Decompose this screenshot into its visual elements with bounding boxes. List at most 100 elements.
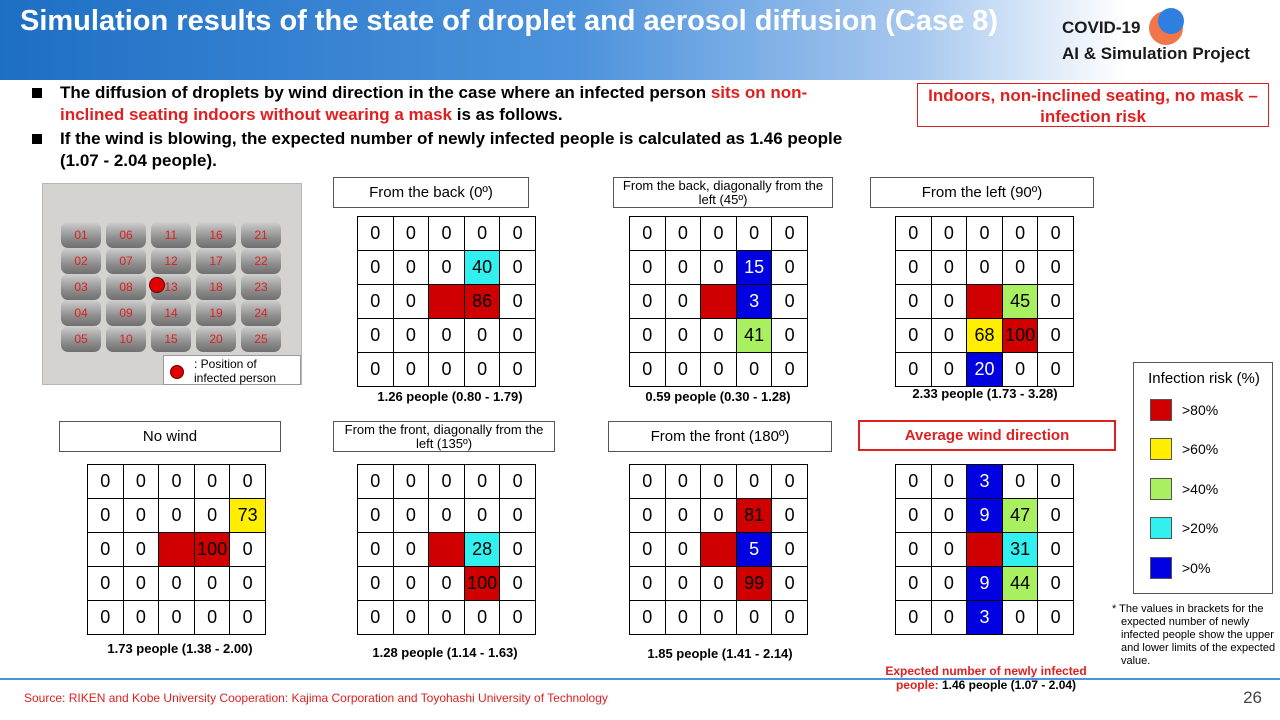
grid-cell: 0 <box>931 353 968 387</box>
grid-cell: 0 <box>1002 251 1039 285</box>
panel-caption-front: 1.85 people (1.41 - 2.14) <box>647 646 793 661</box>
grid-cell: 0 <box>429 499 465 533</box>
seat-icon: 06 <box>106 222 146 248</box>
grid-cell: 0 <box>1038 217 1074 251</box>
grid-cell: 0 <box>123 499 160 533</box>
grid-cell: 0 <box>772 567 808 601</box>
seat-number: 25 <box>254 332 268 346</box>
grid-cell: 0 <box>772 251 808 285</box>
infection-risk-legend: Infection risk (%) >80% >60% >40% >20% >0% <box>1133 362 1273 594</box>
grid-cell: 0 <box>464 353 501 387</box>
bullet-list: The diffusion of droplets by wind direct… <box>30 82 870 174</box>
seat-icon: 25 <box>241 326 281 352</box>
seat-icon: 18 <box>196 274 236 300</box>
grid-cell: 0 <box>194 465 231 499</box>
page-number: 26 <box>1243 688 1262 707</box>
grid-cell: 0 <box>665 567 702 601</box>
grid-cell: 0 <box>1038 285 1074 319</box>
grid-cell: 0 <box>896 499 932 533</box>
grid-cell: 0 <box>630 465 666 499</box>
legend-swatch <box>1150 438 1172 460</box>
legend-swatch <box>1150 557 1172 579</box>
grid-cell: 0 <box>1038 601 1074 635</box>
panel-caption-back: 1.26 people (0.80 - 1.79) <box>377 389 523 404</box>
seat-number: 15 <box>164 332 178 346</box>
panel-label-back-diagonal-left: From the back, diagonally from the left … <box>613 177 833 208</box>
bullet-text-end: is as follows. <box>452 105 563 124</box>
infected-person-marker-icon <box>149 277 165 293</box>
seat-number: 05 <box>74 332 88 346</box>
grid-cell: 0 <box>88 567 124 601</box>
seat-icon: 16 <box>196 222 236 248</box>
seat-number: 21 <box>254 228 268 242</box>
position-legend: : Position of infected person <box>163 355 301 385</box>
seat-number: 19 <box>209 306 223 320</box>
grid-cell: 47 <box>1002 499 1039 533</box>
grid-cell: 0 <box>896 533 932 567</box>
grid-cell: 68 <box>967 319 1003 353</box>
legend-swatch <box>1150 517 1172 539</box>
grid-cell <box>429 285 465 319</box>
header-band <box>0 0 1280 80</box>
grid-cell: 0 <box>1038 465 1074 499</box>
seat-number: 12 <box>164 254 178 268</box>
grid-cell: 0 <box>630 319 666 353</box>
grid-cell: 100 <box>464 567 501 601</box>
grid-cell: 0 <box>358 353 394 387</box>
grid-cell: 0 <box>896 465 932 499</box>
grid-cell: 100 <box>194 533 231 567</box>
legend-label: >20% <box>1182 520 1219 536</box>
grid-cell: 3 <box>967 601 1003 635</box>
bullet-item: If the wind is blowing, the expected num… <box>30 128 870 172</box>
grid-cell: 0 <box>665 217 702 251</box>
grid-cell: 0 <box>1038 251 1074 285</box>
grid-cell: 45 <box>1002 285 1039 319</box>
seat-number: 22 <box>254 254 268 268</box>
grid-cell: 0 <box>159 465 195 499</box>
footnote: * The values in brackets for the expecte… <box>1112 603 1276 667</box>
grid-cell: 0 <box>1002 217 1039 251</box>
seat-icon: 02 <box>61 248 101 274</box>
grid-cell: 0 <box>230 601 266 635</box>
seat-icon: 20 <box>196 326 236 352</box>
grid-cell: 0 <box>123 567 160 601</box>
grid-cell: 0 <box>665 353 702 387</box>
seat-icon: 12 <box>151 248 191 274</box>
seat-icon: 10 <box>106 326 146 352</box>
grid-cell: 0 <box>159 601 195 635</box>
panel-label-front: From the front (180º) <box>608 421 832 452</box>
infection-grid-front-diagonal-left: 0 0 0 0 0 0 0 0 0 0 0 0 28 0 0 0 0 100 0 0 0 0 0 0 <box>357 464 536 635</box>
legend-swatch <box>1150 478 1172 500</box>
grid-cell: 0 <box>393 567 430 601</box>
seat-number: 10 <box>119 332 133 346</box>
grid-cell: 0 <box>500 251 536 285</box>
panel-caption-back-diagonal-left: 0.59 people (0.30 - 1.28) <box>645 389 791 404</box>
grid-cell: 0 <box>665 533 702 567</box>
grid-cell: 0 <box>1038 567 1074 601</box>
seat-number: 20 <box>209 332 223 346</box>
grid-cell: 0 <box>665 601 702 635</box>
grid-cell <box>701 533 737 567</box>
grid-cell: 0 <box>159 499 195 533</box>
grid-cell: 0 <box>665 465 702 499</box>
bullet-square-icon <box>32 88 42 98</box>
grid-cell: 0 <box>358 319 394 353</box>
legend-label: >60% <box>1182 441 1219 457</box>
seat-icon: 04 <box>61 300 101 326</box>
grid-cell: 0 <box>701 353 737 387</box>
grid-cell: 0 <box>931 601 968 635</box>
seat-icon: 11 <box>151 222 191 248</box>
bullet-item: The diffusion of droplets by wind direct… <box>30 82 870 126</box>
grid-cell: 0 <box>701 499 737 533</box>
slide-title: Simulation results of the state of dropl… <box>20 5 999 37</box>
grid-cell: 0 <box>123 465 160 499</box>
grid-cell: 0 <box>429 567 465 601</box>
grid-cell: 73 <box>230 499 266 533</box>
grid-cell: 9 <box>967 499 1003 533</box>
seat-number: 07 <box>119 254 133 268</box>
seat-number: 18 <box>209 280 223 294</box>
grid-cell: 0 <box>429 217 465 251</box>
seat-icon: 01 <box>61 222 101 248</box>
grid-cell: 0 <box>393 353 430 387</box>
grid-cell: 0 <box>500 353 536 387</box>
